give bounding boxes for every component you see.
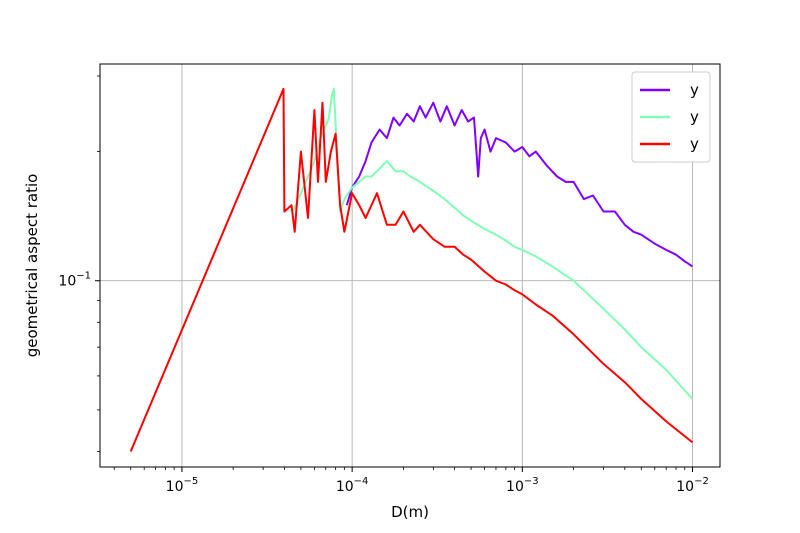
legend-box [631, 71, 711, 163]
grid [100, 64, 720, 467]
legend-label: y [690, 108, 699, 126]
legend: yyy [631, 71, 711, 163]
plot-series [129, 87, 694, 452]
series-line-1 [345, 101, 694, 268]
plot-area [99, 63, 721, 468]
y-axis: 10−1 [58, 75, 100, 452]
series-line-3 [129, 87, 694, 452]
x-tick-label: 10−3 [506, 476, 539, 495]
legend-label: y [690, 81, 699, 99]
x-axis-label: D(m) [391, 503, 429, 521]
x-axis: 10−5 10−4 10−3 10−2 [113, 467, 709, 495]
x-tick-label: 10−4 [336, 476, 369, 495]
x-tick-label: 10−5 [166, 476, 199, 495]
y-axis-label: geometrical aspect ratio [23, 174, 41, 358]
legend-label: y [690, 135, 699, 153]
series-line-2 [292, 87, 694, 400]
x-tick-label: 10−2 [676, 476, 709, 495]
y-tick-label: 10−1 [58, 271, 91, 290]
